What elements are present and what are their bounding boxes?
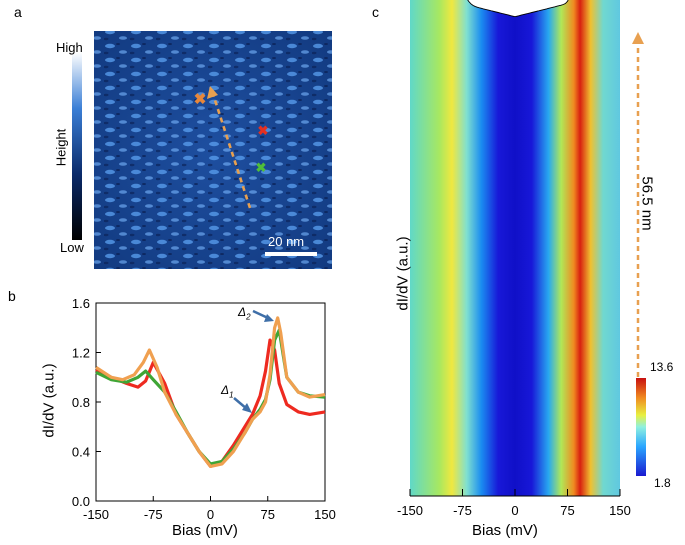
colorbar-a-low: Low (60, 240, 84, 255)
panel-c-label: c (372, 4, 379, 20)
c-xtick-label: 0 (511, 503, 518, 518)
b-series-red (95, 338, 326, 468)
b-xtick-label: -150 (83, 507, 109, 522)
b-ytick-label: 1.2 (72, 346, 90, 361)
delta2-arrow (252, 309, 269, 320)
panel-a-label: a (14, 4, 22, 20)
linecut-arrowhead (207, 86, 218, 99)
b-series-orange (95, 316, 326, 468)
panel-c-xlabel: Bias (mV) (472, 522, 538, 539)
delta2-arrowhead (264, 314, 274, 322)
b-ytick-label: 0.0 (72, 494, 90, 509)
colorbar-a-title: Height (53, 128, 69, 167)
b-series-green (95, 328, 326, 466)
marker-red-icon: ✖ (258, 123, 269, 138)
panel-b-ylabel: dI/dV (a.u.) (40, 363, 58, 438)
b-ytick-label: 0.8 (72, 395, 90, 410)
marker-orange-icon: ✖ (194, 91, 207, 108)
c-spectrum-fill (410, 0, 620, 496)
panel-c-colorbar (636, 378, 646, 476)
c-spectrum-line (467, 0, 569, 18)
scale-bar-label: 20 nm (268, 234, 305, 249)
panel-b-plot: -150 -75 0 75 150 0.0 0.4 0.8 1.2 1.6 (72, 296, 336, 522)
delta2-label: Δ2 (238, 305, 251, 322)
delta1-label: Δ1 (221, 383, 234, 400)
panel-c-span-label: 56.5 nm (638, 176, 656, 231)
b-ytick-label: 0.4 (72, 445, 90, 460)
c-xtick-label: 150 (609, 503, 631, 518)
panel-c-span-arrowhead (632, 32, 644, 44)
b-xtick-label: 0 (207, 507, 214, 522)
c-xtick-label: -150 (397, 503, 423, 518)
colorbar-c-min: 1.8 (654, 476, 671, 490)
panel-b-xlabel: Bias (mV) (172, 522, 238, 539)
scale-bar (265, 252, 317, 256)
c-xtick-label: 75 (560, 503, 574, 518)
panel-c-ylabel: dI/dV (a.u.) (394, 236, 412, 311)
panel-c-waterfall: -150 -75 0 75 150 (397, 0, 644, 518)
panel-a-colorbar (72, 52, 82, 240)
b-xtick-label: -75 (144, 507, 163, 522)
b-ytick-label: 1.6 (72, 296, 90, 311)
panel-a-stm-image: ✖ ✖ ✖ (94, 31, 332, 269)
panel-b-label: b (8, 288, 16, 304)
delta1-arrowhead (242, 403, 252, 413)
b-xtick-label: 75 (261, 507, 275, 522)
marker-green-icon: ✖ (256, 160, 267, 175)
c-xtick-label: -75 (453, 503, 472, 518)
b-xtick-label: 150 (314, 507, 336, 522)
linecut-arrow (211, 93, 252, 209)
colorbar-a-high: High (56, 40, 83, 55)
colorbar-c-max: 13.6 (650, 360, 674, 374)
